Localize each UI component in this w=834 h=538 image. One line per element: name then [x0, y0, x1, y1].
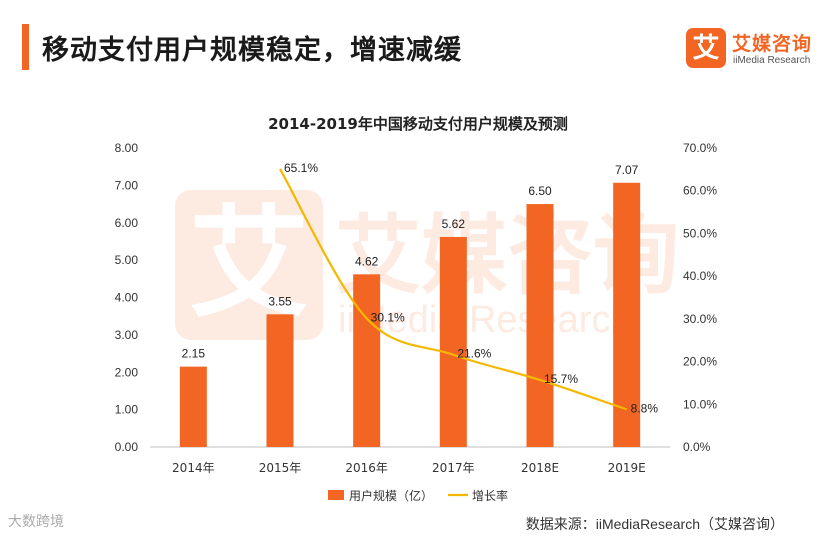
x-axis-tick-label: 2018E [521, 461, 559, 475]
left-axis-tick-label: 7.00 [115, 178, 139, 192]
bar [266, 314, 294, 447]
logo-tagline: iiMedia Research [733, 55, 811, 66]
x-axis-tick-label: 2016年 [345, 461, 388, 475]
bar [353, 274, 381, 447]
x-axis-tick-label: 2019E [608, 461, 646, 475]
bar-data-label: 5.62 [442, 217, 466, 231]
bar-data-label: 4.62 [355, 254, 379, 268]
bar-data-label: 3.55 [268, 294, 292, 308]
bar [179, 366, 207, 447]
line-data-label: 15.7% [544, 372, 578, 386]
left-axis-tick-label: 4.00 [115, 291, 139, 305]
watermark-mark: 艾 [189, 195, 309, 334]
watermark-mark-box [175, 190, 323, 340]
x-axis-tick-label: 2015年 [259, 461, 302, 475]
line-data-label: 30.1% [371, 310, 405, 324]
growth-rate-line [279, 168, 628, 411]
corner-watermark-text: 大数跨境 [8, 513, 64, 529]
bar-data-label: 7.07 [615, 163, 639, 177]
right-axis-tick-label: 70.0% [683, 141, 717, 155]
legend-label-users: 用户规模（亿） [349, 488, 433, 503]
data-source: 数据来源：iiMediaResearch（艾媒咨询） [525, 516, 784, 532]
right-axis-tick-label: 50.0% [683, 226, 717, 240]
bar-data-label: 6.50 [528, 184, 552, 198]
watermark: 艾 艾媒咨询 iiMedia Research [175, 190, 679, 341]
bar-data-label: 2.15 [182, 347, 206, 361]
right-axis-tick-label: 40.0% [683, 269, 717, 283]
x-axis-tick-label: 2014年 [172, 461, 215, 475]
chart-title: 2014-2019年中国移动支付用户规模及预测 [268, 115, 568, 133]
left-axis-tick-label: 1.00 [115, 403, 139, 417]
line-data-label: 65.1% [284, 161, 318, 175]
bar [613, 182, 641, 448]
left-axis-tick-label: 6.00 [115, 216, 139, 230]
right-axis-tick-label: 0.0% [683, 440, 711, 454]
right-axis-tick-label: 10.0% [683, 397, 717, 411]
left-axis-tick-label: 5.00 [115, 253, 139, 267]
right-axis-tick-label: 20.0% [683, 355, 717, 369]
legend-swatch-bar [328, 490, 344, 500]
left-axis-tick-label: 3.00 [115, 328, 139, 342]
legend-label-growth: 增长率 [472, 488, 508, 503]
page-title: 移动支付用户规模稳定，增速减缓 [42, 35, 462, 65]
brand-logo: 艾 艾媒咨询 iiMedia Research [686, 28, 826, 72]
bar [439, 236, 467, 447]
right-axis-tick-label: 60.0% [683, 184, 717, 198]
left-axis-tick-label: 8.00 [115, 141, 139, 155]
bar [526, 204, 554, 447]
left-axis-tick-label: 0.00 [115, 440, 139, 454]
line-data-label: 21.6% [457, 347, 491, 361]
title-accent-bar [22, 24, 29, 70]
right-axis-tick-label: 30.0% [683, 312, 717, 326]
x-axis-tick-label: 2017年 [432, 461, 475, 475]
logo-name: 艾媒咨询 [732, 34, 813, 55]
line-data-label: 8.8% [631, 401, 659, 415]
logo-mark-icon: 艾 [686, 28, 726, 68]
left-axis-tick-label: 2.00 [115, 365, 139, 379]
